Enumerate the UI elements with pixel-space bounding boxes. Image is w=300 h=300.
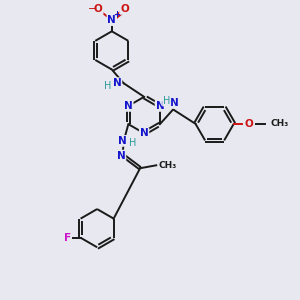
Text: H: H [129,138,136,148]
Text: N: N [117,151,125,160]
Text: O: O [244,119,253,129]
Text: N: N [118,136,127,146]
Text: +: + [114,10,121,19]
Text: CH₃: CH₃ [159,161,177,170]
Text: O: O [94,4,103,14]
Text: F: F [64,233,71,243]
Text: H: H [163,96,170,106]
Text: CH₃: CH₃ [271,119,289,128]
Text: N: N [155,101,164,111]
Text: N: N [113,78,122,88]
Text: N: N [107,15,116,25]
Text: N: N [140,128,148,138]
Text: H: H [104,81,111,91]
Text: N: N [170,98,179,108]
Text: O: O [120,4,129,14]
Text: −: − [88,4,97,14]
Text: N: N [124,101,133,111]
